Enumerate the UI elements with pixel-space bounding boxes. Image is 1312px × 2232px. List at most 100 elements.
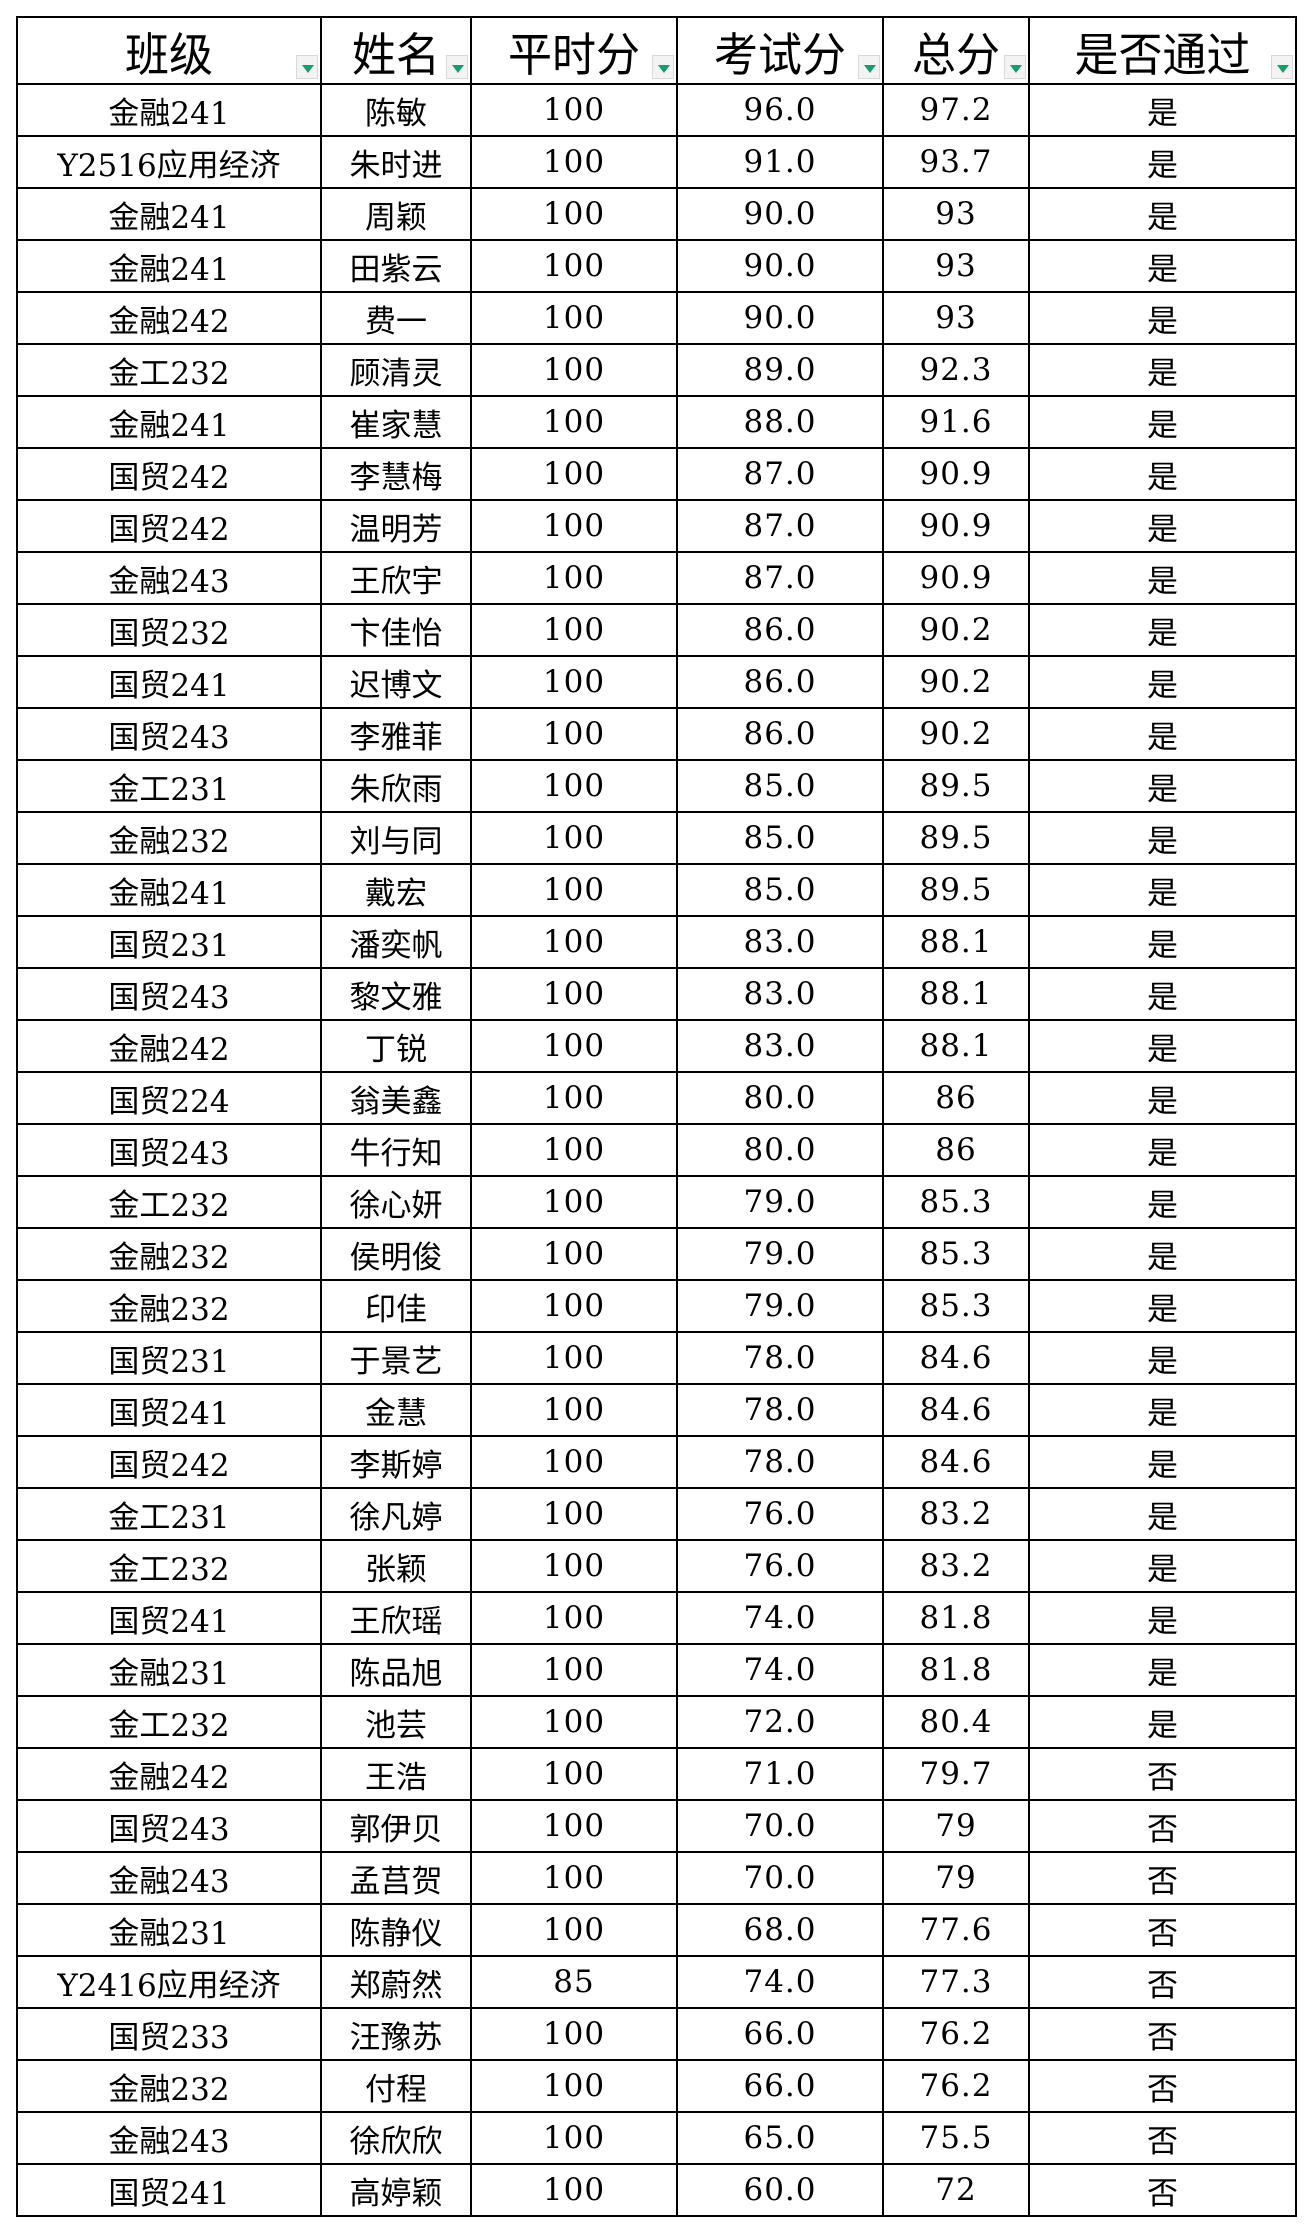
cell-exam-score[interactable]: 86.0 xyxy=(676,603,884,657)
cell-total-score[interactable]: 76.2 xyxy=(882,2007,1030,2061)
cell-class[interactable]: 国贸242 xyxy=(16,447,322,501)
cell-usual-score[interactable]: 100 xyxy=(470,239,678,293)
cell-exam-score[interactable]: 74.0 xyxy=(676,1955,884,2009)
cell-passed[interactable]: 是 xyxy=(1028,863,1297,917)
cell-exam-score[interactable]: 65.0 xyxy=(676,2111,884,2165)
cell-class[interactable]: 金融242 xyxy=(16,1019,322,1073)
cell-passed[interactable]: 是 xyxy=(1028,1643,1297,1697)
cell-name[interactable]: 印佳 xyxy=(320,1279,472,1333)
cell-usual-score[interactable]: 100 xyxy=(470,1175,678,1229)
cell-usual-score[interactable]: 100 xyxy=(470,395,678,449)
cell-name[interactable]: 周颖 xyxy=(320,187,472,241)
cell-usual-score[interactable]: 100 xyxy=(470,2007,678,2061)
cell-passed[interactable]: 是 xyxy=(1028,811,1297,865)
cell-name[interactable]: 黎文雅 xyxy=(320,967,472,1021)
cell-class[interactable]: 金融232 xyxy=(16,1279,322,1333)
cell-usual-score[interactable]: 100 xyxy=(470,291,678,345)
cell-total-score[interactable]: 97.2 xyxy=(882,83,1030,137)
cell-total-score[interactable]: 90.9 xyxy=(882,447,1030,501)
cell-passed[interactable]: 否 xyxy=(1028,2111,1297,2165)
cell-exam-score[interactable]: 90.0 xyxy=(676,291,884,345)
cell-passed[interactable]: 是 xyxy=(1028,967,1297,1021)
cell-passed[interactable]: 是 xyxy=(1028,343,1297,397)
cell-passed[interactable]: 是 xyxy=(1028,1539,1297,1593)
cell-class[interactable]: 国贸241 xyxy=(16,1591,322,1645)
cell-name[interactable]: 汪豫苏 xyxy=(320,2007,472,2061)
cell-total-score[interactable]: 77.3 xyxy=(882,1955,1030,2009)
cell-total-score[interactable]: 89.5 xyxy=(882,811,1030,865)
cell-exam-score[interactable]: 74.0 xyxy=(676,1643,884,1697)
cell-passed[interactable]: 是 xyxy=(1028,1383,1297,1437)
cell-exam-score[interactable]: 79.0 xyxy=(676,1175,884,1229)
cell-usual-score[interactable]: 100 xyxy=(470,343,678,397)
cell-passed[interactable]: 是 xyxy=(1028,83,1297,137)
cell-total-score[interactable]: 85.3 xyxy=(882,1279,1030,1333)
cell-total-score[interactable]: 83.2 xyxy=(882,1539,1030,1593)
cell-exam-score[interactable]: 68.0 xyxy=(676,1903,884,1957)
cell-usual-score[interactable]: 100 xyxy=(470,1591,678,1645)
cell-class[interactable]: 国贸243 xyxy=(16,1799,322,1853)
cell-passed[interactable]: 是 xyxy=(1028,707,1297,761)
cell-total-score[interactable]: 90.9 xyxy=(882,499,1030,553)
cell-class[interactable]: 国贸243 xyxy=(16,1123,322,1177)
cell-usual-score[interactable]: 100 xyxy=(470,2059,678,2113)
cell-passed[interactable]: 是 xyxy=(1028,1591,1297,1645)
cell-total-score[interactable]: 90.2 xyxy=(882,655,1030,709)
cell-usual-score[interactable]: 100 xyxy=(470,2163,678,2217)
cell-passed[interactable]: 是 xyxy=(1028,1695,1297,1749)
cell-usual-score[interactable]: 100 xyxy=(470,863,678,917)
cell-total-score[interactable]: 85.3 xyxy=(882,1227,1030,1281)
cell-name[interactable]: 陈静仪 xyxy=(320,1903,472,1957)
cell-total-score[interactable]: 76.2 xyxy=(882,2059,1030,2113)
cell-total-score[interactable]: 89.5 xyxy=(882,759,1030,813)
cell-name[interactable]: 高婷颖 xyxy=(320,2163,472,2217)
cell-exam-score[interactable]: 83.0 xyxy=(676,915,884,969)
cell-usual-score[interactable]: 100 xyxy=(470,1695,678,1749)
cell-name[interactable]: 王欣瑶 xyxy=(320,1591,472,1645)
cell-usual-score[interactable]: 100 xyxy=(470,2111,678,2165)
cell-class[interactable]: 金融243 xyxy=(16,1851,322,1905)
cell-name[interactable]: 李雅菲 xyxy=(320,707,472,761)
filter-dropdown-icon[interactable] xyxy=(1271,55,1293,79)
cell-class[interactable]: 金工232 xyxy=(16,1695,322,1749)
cell-name[interactable]: 丁锐 xyxy=(320,1019,472,1073)
cell-total-score[interactable]: 86 xyxy=(882,1071,1030,1125)
cell-passed[interactable]: 是 xyxy=(1028,395,1297,449)
cell-class[interactable]: 国贸224 xyxy=(16,1071,322,1125)
cell-usual-score[interactable]: 100 xyxy=(470,1747,678,1801)
cell-passed[interactable]: 是 xyxy=(1028,1019,1297,1073)
cell-total-score[interactable]: 79 xyxy=(882,1799,1030,1853)
cell-class[interactable]: 国贸232 xyxy=(16,603,322,657)
cell-passed[interactable]: 是 xyxy=(1028,1123,1297,1177)
cell-name[interactable]: 朱欣雨 xyxy=(320,759,472,813)
filter-dropdown-icon[interactable] xyxy=(446,55,468,79)
cell-usual-score[interactable]: 100 xyxy=(470,811,678,865)
cell-name[interactable]: 张颖 xyxy=(320,1539,472,1593)
cell-usual-score[interactable]: 100 xyxy=(470,1071,678,1125)
cell-class[interactable]: 金融241 xyxy=(16,187,322,241)
cell-total-score[interactable]: 80.4 xyxy=(882,1695,1030,1749)
cell-usual-score[interactable]: 100 xyxy=(470,707,678,761)
cell-exam-score[interactable]: 87.0 xyxy=(676,447,884,501)
cell-total-score[interactable]: 79.7 xyxy=(882,1747,1030,1801)
cell-name[interactable]: 牛行知 xyxy=(320,1123,472,1177)
cell-usual-score[interactable]: 100 xyxy=(470,1799,678,1853)
cell-name[interactable]: 金慧 xyxy=(320,1383,472,1437)
cell-passed[interactable]: 否 xyxy=(1028,1747,1297,1801)
cell-class[interactable]: 金工231 xyxy=(16,759,322,813)
cell-exam-score[interactable]: 78.0 xyxy=(676,1435,884,1489)
cell-class[interactable]: Y2516应用经济 xyxy=(16,135,322,189)
cell-name[interactable]: 李慧梅 xyxy=(320,447,472,501)
cell-class[interactable]: 金融243 xyxy=(16,2111,322,2165)
cell-exam-score[interactable]: 71.0 xyxy=(676,1747,884,1801)
cell-exam-score[interactable]: 83.0 xyxy=(676,1019,884,1073)
cell-exam-score[interactable]: 90.0 xyxy=(676,239,884,293)
cell-class[interactable]: 金融241 xyxy=(16,83,322,137)
cell-class[interactable]: 金融231 xyxy=(16,1643,322,1697)
cell-passed[interactable]: 是 xyxy=(1028,239,1297,293)
cell-class[interactable]: 国贸242 xyxy=(16,499,322,553)
cell-usual-score[interactable]: 100 xyxy=(470,1383,678,1437)
cell-usual-score[interactable]: 100 xyxy=(470,655,678,709)
cell-exam-score[interactable]: 88.0 xyxy=(676,395,884,449)
cell-passed[interactable]: 否 xyxy=(1028,1851,1297,1905)
